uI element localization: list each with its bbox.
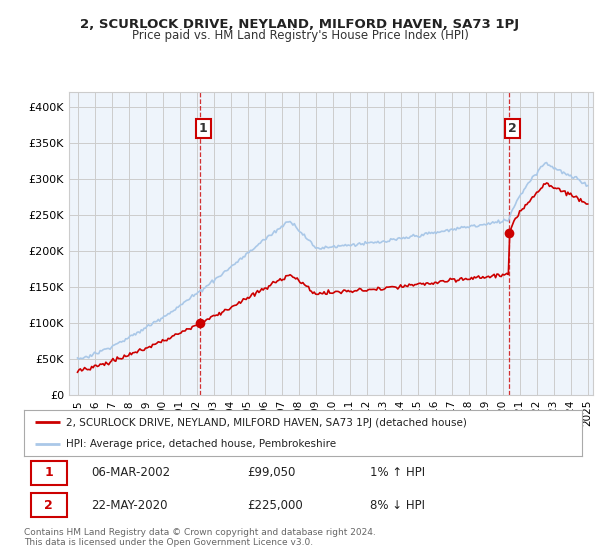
Text: 1% ↑ HPI: 1% ↑ HPI <box>370 466 425 479</box>
Text: £99,050: £99,050 <box>247 466 296 479</box>
Text: 2: 2 <box>508 122 517 135</box>
Text: 2, SCURLOCK DRIVE, NEYLAND, MILFORD HAVEN, SA73 1PJ (detached house): 2, SCURLOCK DRIVE, NEYLAND, MILFORD HAVE… <box>66 418 467 428</box>
Text: 1: 1 <box>199 122 208 135</box>
Text: Price paid vs. HM Land Registry's House Price Index (HPI): Price paid vs. HM Land Registry's House … <box>131 29 469 42</box>
FancyBboxPatch shape <box>31 493 67 517</box>
Text: 22-MAY-2020: 22-MAY-2020 <box>91 498 167 512</box>
Text: 1: 1 <box>44 466 53 479</box>
Text: 2: 2 <box>44 498 53 512</box>
Text: £225,000: £225,000 <box>247 498 303 512</box>
Text: 06-MAR-2002: 06-MAR-2002 <box>91 466 170 479</box>
Text: Contains HM Land Registry data © Crown copyright and database right 2024.
This d: Contains HM Land Registry data © Crown c… <box>24 528 376 548</box>
Text: 8% ↓ HPI: 8% ↓ HPI <box>370 498 425 512</box>
FancyBboxPatch shape <box>31 461 67 484</box>
Text: HPI: Average price, detached house, Pembrokeshire: HPI: Average price, detached house, Pemb… <box>66 440 336 450</box>
Text: 2, SCURLOCK DRIVE, NEYLAND, MILFORD HAVEN, SA73 1PJ: 2, SCURLOCK DRIVE, NEYLAND, MILFORD HAVE… <box>80 18 520 31</box>
